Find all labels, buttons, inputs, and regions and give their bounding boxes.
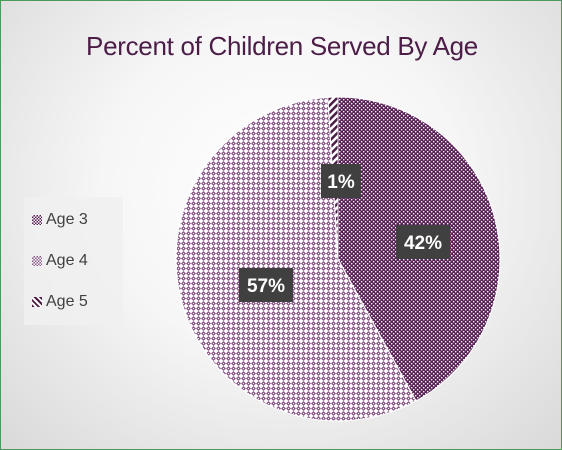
- legend-label: Age 5: [46, 293, 88, 310]
- svg-text:1%: 1%: [327, 172, 355, 193]
- legend-swatch: [32, 215, 42, 225]
- svg-text:57%: 57%: [247, 276, 285, 297]
- legend-swatch: [32, 256, 42, 266]
- data-label-age-3: 42%: [396, 225, 450, 259]
- data-label-age-5: 1%: [321, 164, 361, 198]
- chart-title: Percent of Children Served By Age: [86, 31, 478, 61]
- legend-label: Age 4: [46, 252, 88, 269]
- legend-swatch: [32, 297, 42, 307]
- svg-text:42%: 42%: [404, 233, 442, 254]
- legend-item-age-5: Age 5: [32, 291, 88, 313]
- legend-item-age-4: Age 4: [32, 250, 88, 272]
- legend-item-age-3: Age 3: [32, 209, 88, 231]
- legend: Age 3 Age 4 Age 5: [24, 197, 123, 325]
- data-label-age-4: 57%: [239, 268, 293, 302]
- pie-slice-age-4: [175, 96, 417, 422]
- legend-label: Age 3: [46, 211, 88, 228]
